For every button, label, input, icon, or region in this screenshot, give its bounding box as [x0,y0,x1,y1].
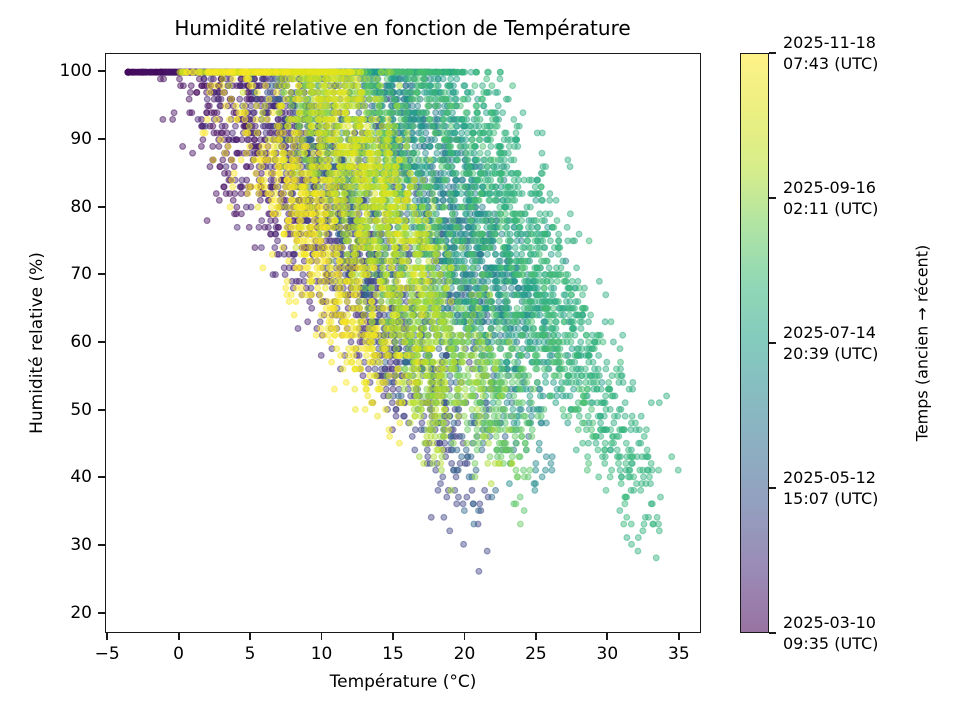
y-tick-label: 80 [70,196,92,217]
y-tick-label: 40 [70,467,92,488]
y-tick-label: 100 [59,61,92,82]
colorbar-tick-label: 2025-05-12 15:07 (UTC) [783,468,879,508]
x-tick-mark [249,633,251,640]
y-tick-label: 30 [70,535,92,556]
x-tick-label: 5 [244,644,256,664]
x-tick-label: 15 [382,644,404,664]
scatter-canvas [106,54,700,632]
colorbar-tick-label: 2025-03-10 09:35 (UTC) [783,613,879,653]
x-tick-mark [606,633,609,640]
colorbar [740,53,769,633]
colorbar-tick-mark [769,487,776,489]
y-tick-label: 20 [70,602,92,623]
x-tick-mark [177,633,180,640]
colorbar-tick-label: 2025-09-16 02:11 (UTC) [783,178,879,218]
x-tick-mark [463,633,466,640]
colorbar-axis-label: Temps (ancien → récent) [912,244,932,442]
y-tick-mark [98,611,105,614]
y-tick-mark [98,341,105,343]
chart-title: Humidité relative en fonction de Tempéra… [174,16,631,40]
y-tick-mark [98,544,105,546]
x-tick-label: 20 [453,644,476,664]
colorbar-tick-label: 2025-11-18 07:43 (UTC) [783,33,879,73]
x-axis-label: Température (°C) [329,672,477,692]
x-tick-mark [106,633,109,640]
colorbar-tick-mark [769,197,776,199]
x-tick-mark [677,633,680,640]
y-tick-mark [98,476,105,479]
x-tick-mark [392,633,394,640]
y-tick-label: 60 [70,331,92,352]
y-tick-label: 70 [70,264,92,285]
x-tick-label: 25 [525,644,547,664]
y-tick-mark [98,70,105,73]
y-tick-label: 50 [70,399,92,420]
x-tick-mark [535,633,537,640]
x-tick-label: −5 [94,644,120,664]
colorbar-gradient [741,54,768,632]
colorbar-tick-mark [769,52,776,54]
x-tick-label: 30 [596,644,619,664]
y-tick-mark [98,205,105,208]
y-tick-mark [98,408,105,411]
y-tick-label: 90 [70,128,92,149]
colorbar-tick-mark [769,632,776,634]
colorbar-tick-label: 2025-07-14 20:39 (UTC) [783,323,879,363]
plot-area [105,53,701,633]
x-tick-label: 10 [310,644,333,664]
x-tick-label: 35 [668,644,690,664]
y-tick-mark [98,138,105,140]
x-tick-mark [320,633,323,640]
colorbar-tick-mark [769,342,776,344]
x-tick-label: 0 [173,644,185,664]
y-tick-mark [98,273,105,276]
